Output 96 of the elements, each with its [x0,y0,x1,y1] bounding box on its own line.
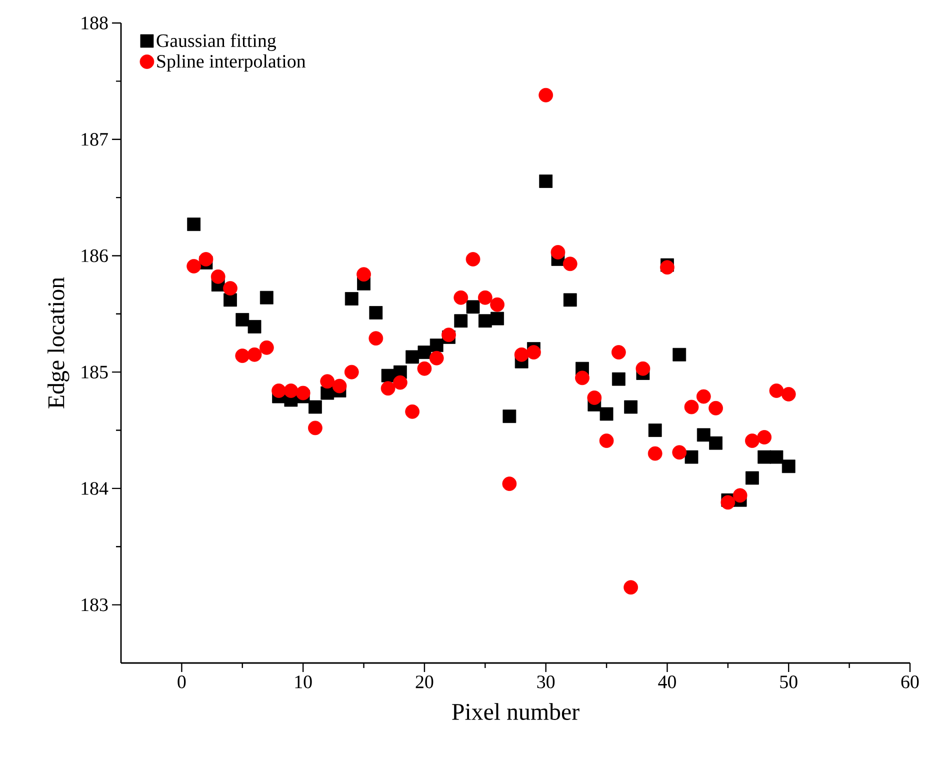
point [587,390,602,405]
legend-label: Gaussian fitting [156,34,276,51]
point [296,386,310,400]
point [684,450,698,464]
x-tick-label: 50 [780,676,798,688]
point [757,430,772,444]
point [563,293,577,307]
point [186,258,202,274]
point [782,460,796,474]
point [575,370,590,386]
point [769,384,784,398]
point [550,245,566,260]
point [405,404,420,419]
point [259,340,274,355]
point [417,361,432,376]
point [187,218,201,232]
point [696,389,711,404]
point [490,297,504,312]
point [332,378,347,394]
point [660,260,674,275]
point [320,374,335,389]
y-tick-label: 188 [82,16,108,30]
point [672,445,687,460]
point [600,407,614,421]
point [284,384,298,398]
point [502,410,516,424]
y-tick-label: 185 [82,366,108,378]
point [732,488,748,503]
x-tick-label: 60 [901,676,919,688]
x-tick-label: 10 [295,676,312,688]
point [502,476,517,491]
point [454,314,468,328]
point [709,436,722,450]
point [770,450,784,464]
point [308,420,322,436]
point [272,384,286,398]
point [696,428,710,442]
point [224,293,237,307]
x-axis-title: Pixel number [452,703,580,720]
point [466,252,480,266]
x-tick-label: 30 [537,676,555,688]
point [746,471,759,485]
point [368,331,384,346]
point [369,306,383,320]
point [781,386,796,402]
y-tick-label: 183 [82,598,108,612]
point [612,372,626,386]
point [260,290,274,304]
point [454,290,468,305]
point [406,350,420,364]
point [198,252,214,266]
legend-label: Spline interpolation [157,54,306,72]
point [624,580,638,595]
point [478,290,492,305]
point [344,292,358,306]
point [308,400,322,414]
point [380,381,396,396]
point [248,320,262,334]
point [478,314,492,328]
point [708,400,723,416]
point [392,375,408,390]
point [745,434,760,448]
point [247,347,262,362]
point [466,300,480,314]
point [223,281,238,296]
point [611,345,626,360]
x-tick-label: 20 [416,676,434,688]
point [236,313,250,326]
point [636,361,650,376]
point [430,338,444,352]
y-axis-title: Edge location [47,277,70,408]
point [514,347,529,362]
point [648,446,662,461]
x-tick-label: 0 [178,676,186,688]
point [418,346,432,360]
point [648,424,662,437]
x-tick-label: 40 [658,676,676,688]
y-tick-label: 187 [82,132,108,146]
point [429,350,444,366]
point [344,364,359,380]
point [562,256,578,272]
point [442,328,456,342]
point [599,434,614,448]
point [356,267,371,282]
y-tick-label: 184 [82,482,108,495]
point [490,312,504,326]
point [539,174,553,188]
point [624,400,638,414]
point [684,400,699,414]
point [538,88,554,102]
point [720,495,736,510]
point [235,348,250,363]
y-tick-label: 186 [82,249,108,262]
point [210,269,226,284]
point [526,345,541,360]
point [672,348,686,362]
